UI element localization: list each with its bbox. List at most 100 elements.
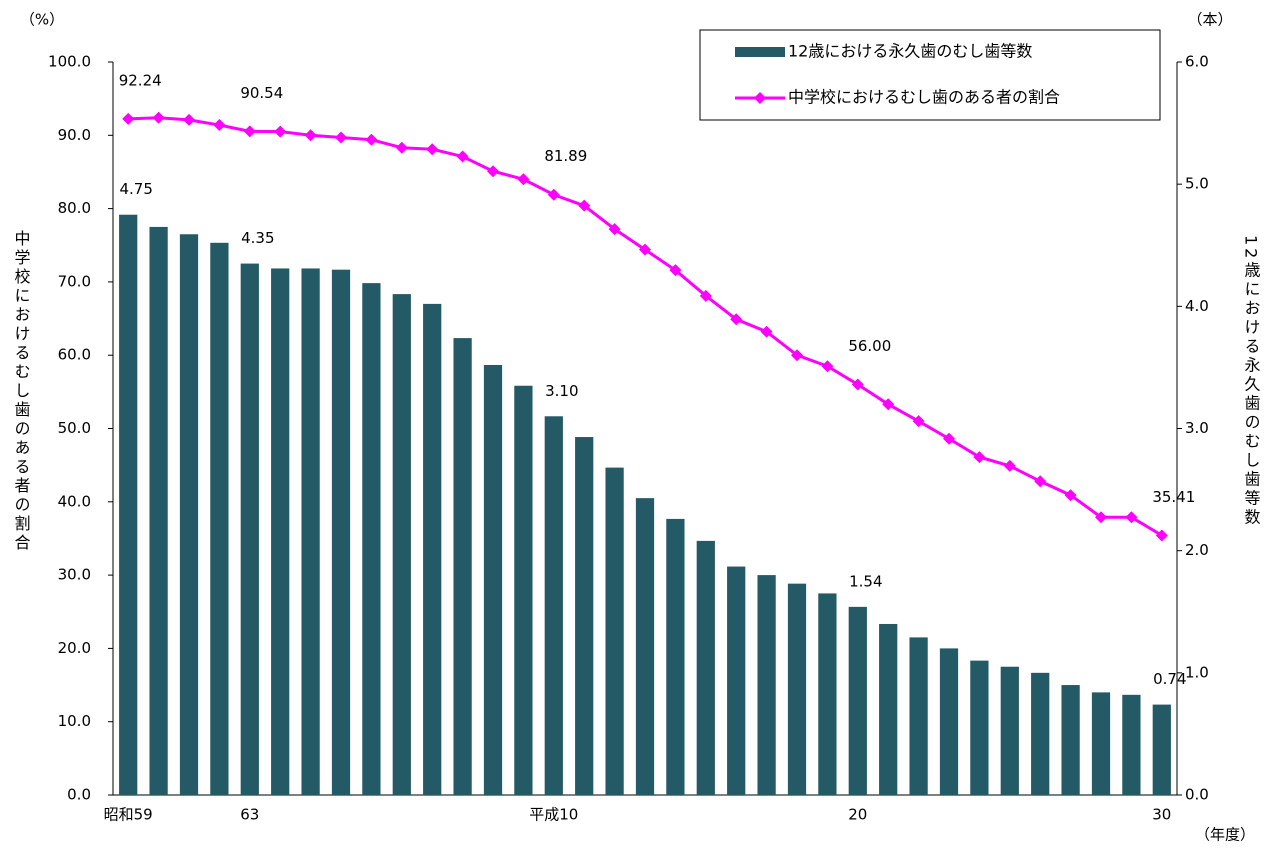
line-marker bbox=[882, 398, 895, 411]
line-marker bbox=[456, 150, 469, 163]
line-marker bbox=[243, 125, 256, 138]
bar bbox=[666, 518, 685, 795]
x-tick-label: 63 bbox=[240, 806, 259, 824]
line-marker bbox=[1155, 529, 1168, 542]
y-tick-label: 50.0 bbox=[58, 419, 91, 437]
bar bbox=[1000, 666, 1019, 795]
line-marker bbox=[912, 415, 925, 428]
y2-tick-label: 6.0 bbox=[1185, 53, 1209, 71]
bar bbox=[939, 648, 959, 795]
y2-axis-title: 12歳における永久歯のむし歯等数 bbox=[1242, 235, 1261, 527]
bar bbox=[544, 416, 563, 795]
bar-value-label: 3.10 bbox=[545, 382, 578, 400]
y2-tick-label: 5.0 bbox=[1185, 175, 1209, 193]
y2-tick-label: 3.0 bbox=[1185, 419, 1209, 437]
bar bbox=[1091, 692, 1111, 795]
line-marker bbox=[760, 325, 773, 338]
y-unit: （%） bbox=[20, 11, 64, 29]
legend-box bbox=[699, 29, 1161, 121]
bar bbox=[149, 226, 168, 796]
bar-value-label: 4.75 bbox=[119, 180, 152, 198]
line-marker bbox=[547, 188, 560, 201]
line-marker bbox=[669, 264, 682, 277]
legend-label: 12歳における永久歯のむし歯等数 bbox=[788, 42, 1032, 61]
line-marker bbox=[608, 223, 621, 236]
y-tick-label: 0.0 bbox=[67, 786, 91, 804]
bar bbox=[848, 606, 867, 795]
bar bbox=[483, 364, 503, 795]
y-axis-title: 中学校におけるむし歯のある者の割合 bbox=[12, 230, 31, 553]
y-tick-label: 70.0 bbox=[58, 272, 91, 290]
x-unit: （年度） bbox=[1195, 826, 1255, 844]
line-marker bbox=[1095, 511, 1107, 524]
y-tick-label: 100.0 bbox=[48, 53, 91, 71]
line-marker bbox=[1034, 475, 1047, 488]
bar bbox=[362, 283, 381, 795]
line-marker bbox=[791, 349, 803, 362]
bar bbox=[757, 575, 776, 795]
line-value-label: 35.41 bbox=[1152, 488, 1195, 506]
line-marker bbox=[639, 243, 651, 256]
bar bbox=[970, 660, 989, 795]
line-marker bbox=[395, 141, 408, 154]
bar bbox=[271, 268, 290, 795]
line-marker bbox=[426, 143, 439, 156]
line-marker bbox=[578, 199, 591, 212]
bar bbox=[119, 214, 138, 796]
bar bbox=[179, 234, 199, 795]
bar bbox=[696, 540, 715, 795]
x-tick-label: 20 bbox=[848, 806, 867, 824]
line-marker bbox=[821, 360, 834, 373]
x-tick-label: 昭和59 bbox=[104, 806, 153, 824]
line-marker bbox=[335, 131, 347, 144]
legend-marker bbox=[754, 92, 766, 104]
y2-tick-label: 1.0 bbox=[1185, 663, 1209, 681]
y2-tick-label: 2.0 bbox=[1185, 541, 1209, 559]
bar bbox=[605, 467, 624, 795]
line-marker bbox=[1125, 511, 1138, 524]
line-marker bbox=[304, 129, 317, 142]
line-marker bbox=[851, 378, 864, 391]
bar bbox=[1122, 694, 1141, 795]
bar bbox=[818, 593, 837, 795]
y2-unit: （本） bbox=[1187, 11, 1232, 29]
y2-tick-label: 0.0 bbox=[1185, 786, 1209, 804]
bar bbox=[879, 623, 898, 795]
bar bbox=[727, 566, 746, 795]
y-tick-label: 10.0 bbox=[58, 712, 91, 730]
line-value-label: 92.24 bbox=[119, 71, 162, 89]
y-tick-label: 90.0 bbox=[58, 126, 91, 144]
bar bbox=[240, 263, 259, 795]
line-marker bbox=[487, 165, 499, 178]
bar bbox=[1152, 704, 1171, 795]
line-marker bbox=[274, 125, 287, 138]
legend-label: 中学校におけるむし歯のある者の割合 bbox=[788, 88, 1060, 107]
line-marker bbox=[1003, 459, 1016, 472]
bar bbox=[575, 437, 594, 795]
line-marker bbox=[730, 313, 743, 326]
y-tick-label: 20.0 bbox=[58, 639, 91, 657]
line-value-label: 90.54 bbox=[240, 84, 283, 102]
bar bbox=[909, 637, 928, 795]
bar-value-label: 1.54 bbox=[849, 572, 882, 590]
x-tick-label: 平成10 bbox=[529, 806, 578, 824]
line-marker bbox=[122, 112, 135, 125]
bar bbox=[392, 294, 411, 795]
bar bbox=[1031, 672, 1050, 795]
bar bbox=[453, 338, 472, 795]
y-tick-label: 80.0 bbox=[58, 199, 91, 217]
bar bbox=[1061, 685, 1080, 795]
line-marker bbox=[517, 173, 530, 186]
line-value-label: 56.00 bbox=[848, 337, 891, 355]
bar bbox=[331, 269, 351, 795]
bar bbox=[423, 303, 442, 795]
bar bbox=[210, 242, 229, 796]
bar-value-label: 0.74 bbox=[1153, 670, 1186, 688]
line-marker bbox=[943, 432, 955, 445]
legend-swatch bbox=[735, 47, 785, 57]
line-marker bbox=[1064, 489, 1077, 502]
y-tick-label: 60.0 bbox=[58, 346, 91, 364]
bar bbox=[787, 583, 807, 795]
line-marker bbox=[699, 289, 712, 302]
